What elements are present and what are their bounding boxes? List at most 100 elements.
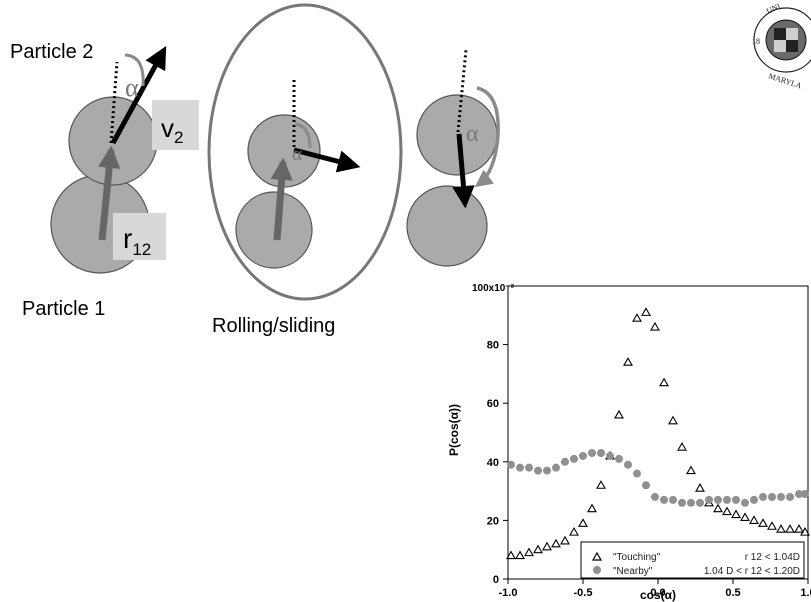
nearby-data-point — [579, 451, 587, 460]
velocity-arrow — [293, 147, 361, 173]
university-seal-logo: UNI 18 MARYLA — [752, 2, 811, 91]
nearby-data-point — [516, 463, 524, 472]
nearby-data-point — [714, 495, 722, 504]
x-axis-ticks: -1.0 -0.5 0.0 0.5 1.0 — [499, 579, 811, 599]
chart-legend: "Touching" r 12 < 1.04D "Nearby" 1.04 D … — [580, 541, 805, 579]
nearby-data-point — [525, 463, 533, 472]
velocity-arrow — [452, 133, 475, 209]
nearby-data-point — [597, 449, 605, 458]
nearby-data-point — [795, 490, 803, 499]
touching-data-point — [587, 503, 597, 513]
nearby-data-point — [723, 495, 731, 504]
touching-data-point — [722, 506, 732, 516]
legend-nearby-condition: 1.04 D < r 12 < 1.20D — [704, 566, 800, 577]
legend-triangle-marker — [591, 551, 603, 561]
probability-chart: 0 20 40 60 80 -1.0 -0.5 0.0 0.5 1.0 100x10⁻³ P(c… — [447, 283, 811, 602]
r12-label-base: r — [123, 223, 132, 254]
touching-data-point — [668, 415, 678, 425]
touching-data-point — [686, 465, 696, 475]
nearby-data-point — [534, 466, 542, 475]
nearby-data-point — [552, 463, 560, 472]
nearby-data-point — [777, 492, 785, 501]
alpha-label-panel2: α — [292, 144, 302, 165]
panel-rolling-sliding — [207, 3, 403, 301]
nearby-data-point — [678, 498, 686, 507]
alpha-label-panel3: α — [466, 121, 479, 147]
seal-text-bottom: MARYLA — [767, 71, 803, 90]
touching-data-point — [800, 527, 810, 536]
y-tick-label: 20 — [487, 515, 499, 527]
particle-lower-circle — [235, 191, 313, 269]
reference-dotted-line — [109, 61, 119, 144]
touching-data-point — [632, 313, 642, 322]
y-tick-label: 80 — [487, 340, 499, 352]
center-vector-arrow — [270, 157, 293, 241]
nearby-data-point — [741, 498, 749, 507]
touching-data-point — [740, 512, 750, 522]
touching-data-point — [506, 550, 516, 560]
nearby-data-point — [570, 454, 578, 463]
touching-data-point — [659, 377, 669, 387]
touching-data-point — [695, 483, 705, 492]
nearby-data-point — [687, 498, 695, 507]
highlight-ellipse — [207, 3, 403, 301]
y-axis-ticks: 0 20 40 60 80 — [487, 340, 508, 586]
chart-plot-area — [507, 285, 809, 580]
touching-data-point — [551, 538, 561, 548]
touching-data-point — [767, 521, 777, 530]
nearby-data-point — [696, 498, 704, 507]
rolling-sliding-label: Rolling/sliding — [212, 315, 335, 337]
alpha-arc — [474, 86, 500, 188]
alpha-arc — [294, 122, 312, 149]
nearby-data-point — [660, 495, 668, 504]
nearby-data-point — [615, 454, 623, 463]
panel-opposed-pair — [406, 49, 500, 267]
panel-static-pair — [50, 46, 199, 274]
touching-data-point — [515, 550, 525, 560]
touching-data-point — [578, 518, 588, 527]
r12-label-sub: 12 — [132, 240, 151, 259]
touching-data-point — [596, 480, 606, 489]
y-axis-label: P(cos(α)) — [447, 404, 461, 456]
x-tick-label: 0.0 — [650, 587, 665, 599]
touching-data-point — [533, 544, 543, 554]
touching-data-point — [542, 541, 552, 551]
nearby-data-point — [543, 466, 551, 475]
y-tick-label: 40 — [487, 457, 499, 469]
alpha-label-panel1: α — [125, 73, 139, 102]
nearby-data-point — [651, 492, 659, 501]
legend-nearby-name: "Nearby" — [613, 566, 653, 577]
nearby-data-point — [588, 449, 596, 458]
touching-data-point — [641, 307, 651, 316]
x-tick-label: -1.0 — [499, 587, 518, 599]
v2-label-sub: 2 — [174, 128, 183, 147]
nearby-data-point — [759, 492, 767, 501]
nearby-data-point — [606, 451, 614, 460]
y-tick-label: 60 — [487, 398, 499, 410]
chart-series — [506, 307, 810, 560]
touching-data-point — [713, 503, 723, 513]
touching-data-point — [614, 409, 624, 419]
touching-data-point — [731, 509, 741, 519]
v2-label-box — [152, 100, 199, 150]
nearby-data-point — [750, 495, 758, 504]
alpha-arc — [124, 53, 145, 87]
nearby-data-point — [561, 457, 569, 466]
nearby-data-point — [507, 460, 515, 469]
x-tick-label: 0.5 — [725, 587, 740, 599]
touching-data-point — [524, 547, 534, 557]
x-tick-label: -0.5 — [574, 587, 593, 599]
touching-data-point — [623, 357, 633, 366]
nearby-data-point — [633, 469, 641, 478]
v2-label-base: v — [161, 113, 174, 143]
r12-label-box — [113, 213, 166, 260]
nearby-data-point — [705, 495, 713, 504]
reference-dotted-line — [456, 49, 468, 133]
touching-data-point — [650, 321, 660, 331]
touching-data-point — [749, 515, 759, 524]
x-axis-label: cos(α) — [640, 588, 676, 602]
nearby-data-point — [768, 492, 776, 501]
touching-data-point — [569, 527, 579, 536]
r12-label: r12 — [123, 223, 151, 259]
